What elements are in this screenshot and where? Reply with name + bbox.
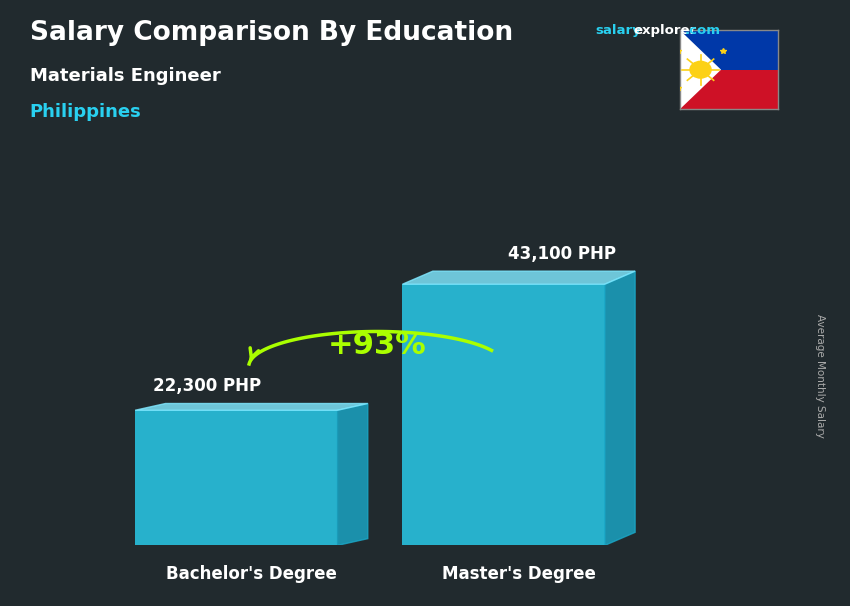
Text: Materials Engineer: Materials Engineer [30, 67, 220, 85]
Text: Philippines: Philippines [30, 103, 141, 121]
Text: Salary Comparison By Education: Salary Comparison By Education [30, 21, 513, 46]
Polygon shape [680, 30, 721, 109]
Text: salary: salary [595, 24, 641, 37]
Text: Average Monthly Salary: Average Monthly Salary [815, 314, 825, 438]
Text: +93%: +93% [328, 331, 427, 360]
Circle shape [689, 61, 711, 79]
Text: .com: .com [684, 24, 720, 37]
Bar [680, 30, 778, 70]
Text: 22,300 PHP: 22,300 PHP [153, 377, 262, 395]
Bar [680, 70, 778, 109]
Text: Master's Degree: Master's Degree [442, 565, 596, 584]
Bar [135, 410, 337, 545]
Polygon shape [604, 271, 635, 545]
Text: Bachelor's Degree: Bachelor's Degree [166, 565, 337, 584]
Polygon shape [337, 404, 368, 545]
Bar [403, 284, 605, 545]
Polygon shape [135, 404, 368, 410]
Text: 43,100 PHP: 43,100 PHP [508, 245, 616, 263]
Text: explorer: explorer [633, 24, 696, 37]
Polygon shape [403, 271, 635, 284]
